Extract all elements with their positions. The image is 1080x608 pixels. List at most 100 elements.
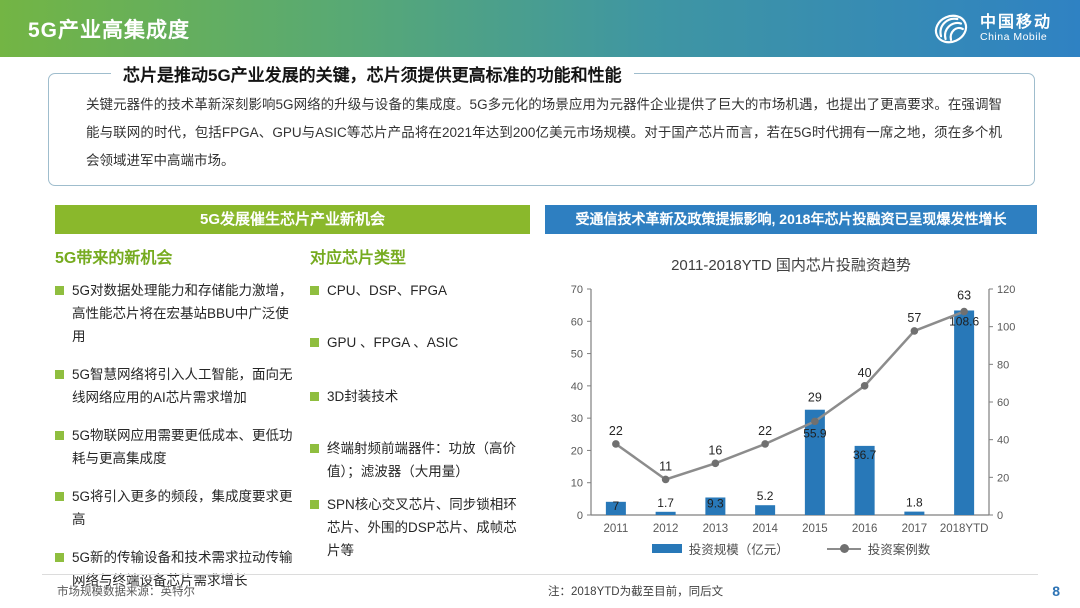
list-item-text: 5G物联网应用需要更低成本、更低功耗与更高集成度 [72, 428, 293, 466]
svg-text:2016: 2016 [852, 523, 878, 535]
svg-text:9.3: 9.3 [707, 496, 724, 510]
svg-text:16: 16 [708, 443, 722, 457]
bullet-square-icon [310, 444, 319, 453]
svg-text:100: 100 [997, 322, 1015, 334]
chart-legend: 投资规模（亿元） 投资案例数 [545, 539, 1037, 558]
svg-text:40: 40 [997, 435, 1009, 447]
list-item-text: 3D封装技术 [327, 389, 399, 404]
svg-text:5.2: 5.2 [757, 489, 774, 503]
col1-title: 5G带来的新机会 [55, 250, 173, 267]
svg-text:20: 20 [997, 472, 1009, 484]
svg-text:50: 50 [571, 349, 583, 361]
left-panel-columns: 5G带来的新机会 5G对数据处理能力和存储能力激增，高性能芯片将在宏基站BBU中… [55, 234, 530, 607]
list-item: 5G将引入更多的频段，集成度要求更高 [55, 485, 298, 531]
legend-item-line: 投资案例数 [826, 539, 931, 558]
svg-text:7: 7 [613, 499, 620, 513]
bullet-square-icon [55, 370, 64, 379]
bullet-square-icon [310, 338, 319, 347]
svg-text:2018YTD: 2018YTD [940, 523, 989, 535]
list-item: 终端射频前端器件：功放（高价值）；滤波器（大用量） [310, 437, 518, 483]
svg-text:63: 63 [957, 289, 971, 303]
svg-text:2015: 2015 [802, 523, 828, 535]
list-item: 5G新的传输设备和技术需求拉动传输网络与终端设备芯片需求增长 [55, 546, 298, 592]
list-item-text: GPU 、FPGA 、ASIC [327, 335, 459, 350]
svg-text:40: 40 [858, 366, 872, 380]
logo-text-en: China Mobile [979, 31, 1048, 43]
list-item-text: 5G对数据处理能力和存储能力激增，高性能芯片将在宏基站BBU中广泛使用 [72, 283, 293, 344]
bullet-square-icon [55, 553, 64, 562]
list-item: GPU 、FPGA 、ASIC [310, 331, 518, 354]
svg-text:20: 20 [571, 445, 583, 457]
svg-text:29: 29 [808, 390, 822, 404]
line-dot-icon [839, 544, 849, 553]
bullet-square-icon [310, 500, 319, 509]
bar-swatch-icon [651, 544, 682, 553]
svg-text:80: 80 [997, 359, 1009, 371]
list-item: 5G物联网应用需要更低成本、更低功耗与更高集成度 [55, 424, 298, 470]
list-item-text: SPN核心交叉芯片、同步锁相环芯片、外围的DSP芯片、成帧芯片等 [327, 497, 517, 558]
page-title: 5G产业高集成度 [28, 18, 191, 42]
svg-text:40: 40 [571, 381, 583, 393]
svg-text:0: 0 [577, 510, 583, 522]
list-item: CPU、DSP、FPGA [310, 279, 518, 302]
list-item-text: 5G将引入更多的频段，集成度要求更高 [72, 489, 293, 527]
china-mobile-logo-icon [934, 14, 968, 43]
svg-text:30: 30 [571, 413, 583, 425]
chip-types-column: 对应芯片类型 CPU、DSP、FPGA GPU 、FPGA 、ASIC 3D封装… [310, 240, 518, 607]
chart-note: 注：2018YTD为截至目前，同后文 [548, 586, 724, 598]
svg-text:70: 70 [571, 284, 583, 296]
svg-text:55.9: 55.9 [803, 427, 827, 441]
page-number: 8 [1052, 583, 1060, 599]
svg-text:2017: 2017 [902, 523, 928, 535]
opportunities-column: 5G带来的新机会 5G对数据处理能力和存储能力激增，高性能芯片将在宏基站BBU中… [55, 240, 310, 607]
list-item-text: 5G新的传输设备和技术需求拉动传输网络与终端设备芯片需求增长 [72, 550, 293, 588]
svg-text:2014: 2014 [752, 523, 778, 535]
svg-text:120: 120 [997, 284, 1015, 296]
svg-text:22: 22 [758, 424, 772, 438]
list-item: SPN核心交叉芯片、同步锁相环芯片、外围的DSP芯片、成帧芯片等 [310, 493, 518, 562]
svg-text:11: 11 [659, 459, 672, 473]
slide-banner: 5G产业高集成度 中国移动 China Mobile [0, 0, 1080, 57]
logo-text: 中国移动 China Mobile [980, 14, 1052, 43]
summary-box: 芯片是推动5G产业发展的关键，芯片须提供更高标准的功能和性能 关键元器件的技术革… [48, 61, 1035, 186]
investment-panel: 受通信技术革新及政策提振影响, 2018年芯片投融资已呈现爆发性增长 2011-… [545, 205, 1037, 558]
svg-text:22: 22 [609, 424, 623, 438]
svg-text:60: 60 [997, 397, 1009, 409]
line-swatch-icon [826, 544, 861, 553]
svg-text:60: 60 [571, 316, 583, 328]
bullet-square-icon [55, 431, 64, 440]
bullet-square-icon [55, 286, 64, 295]
list-item: 5G对数据处理能力和存储能力激增，高性能芯片将在宏基站BBU中广泛使用 [55, 279, 298, 348]
svg-text:2012: 2012 [653, 523, 679, 535]
list-item: 5G智慧网络将引入人工智能，面向无线网络应用的AI芯片需求增加 [55, 363, 298, 409]
summary-body: 关键元器件的技术革新深刻影响5G网络的升级与设备的集成度。5G多元化的场景应用为… [86, 97, 1002, 168]
footer-source: 市场规模数据来源：英特尔 [57, 586, 195, 598]
china-mobile-logo: 中国移动 China Mobile [931, 9, 1052, 49]
right-panel-header: 受通信技术革新及政策提振影响, 2018年芯片投融资已呈现爆发性增长 [545, 205, 1037, 234]
svg-text:1.7: 1.7 [657, 496, 674, 510]
opportunities-panel: 5G发展催生芯片产业新机会 5G带来的新机会 5G对数据处理能力和存储能力激增，… [55, 205, 530, 607]
investment-chart: 0 10 20 30 40 50 60 70 0 20 40 60 80 100 120 7 1.7 9.3 5.2… [571, 284, 1016, 535]
svg-text:2011: 2011 [604, 523, 629, 535]
bullet-square-icon [55, 492, 64, 501]
svg-text:2013: 2013 [703, 523, 729, 535]
left-panel-header: 5G发展催生芯片产业新机会 [55, 205, 530, 234]
list-item-text: 终端射频前端器件：功放（高价值）；滤波器（大用量） [327, 441, 516, 479]
list-item-text: 5G智慧网络将引入人工智能，面向无线网络应用的AI芯片需求增加 [72, 367, 293, 405]
svg-text:108.6: 108.6 [949, 314, 979, 328]
bullet-square-icon [310, 392, 319, 401]
logo-text-cn: 中国移动 [979, 14, 1052, 31]
bullet-square-icon [310, 286, 319, 295]
svg-text:36.7: 36.7 [853, 448, 877, 462]
legend-bar-label: 投资规模（亿元） [688, 543, 789, 557]
list-item-text: CPU、DSP、FPGA [327, 283, 448, 298]
svg-text:0: 0 [997, 510, 1003, 522]
legend-line-label: 投资案例数 [867, 543, 931, 557]
svg-text:1.8: 1.8 [906, 496, 923, 510]
svg-text:57: 57 [907, 311, 921, 325]
col2-title: 对应芯片类型 [310, 250, 407, 267]
list-item: 3D封装技术 [310, 385, 518, 408]
chart-title: 2011-2018YTD 国内芯片投融资趋势 [671, 257, 911, 274]
summary-title: 芯片是推动5G产业发展的关键，芯片须提供更高标准的功能和性能 [111, 61, 634, 86]
